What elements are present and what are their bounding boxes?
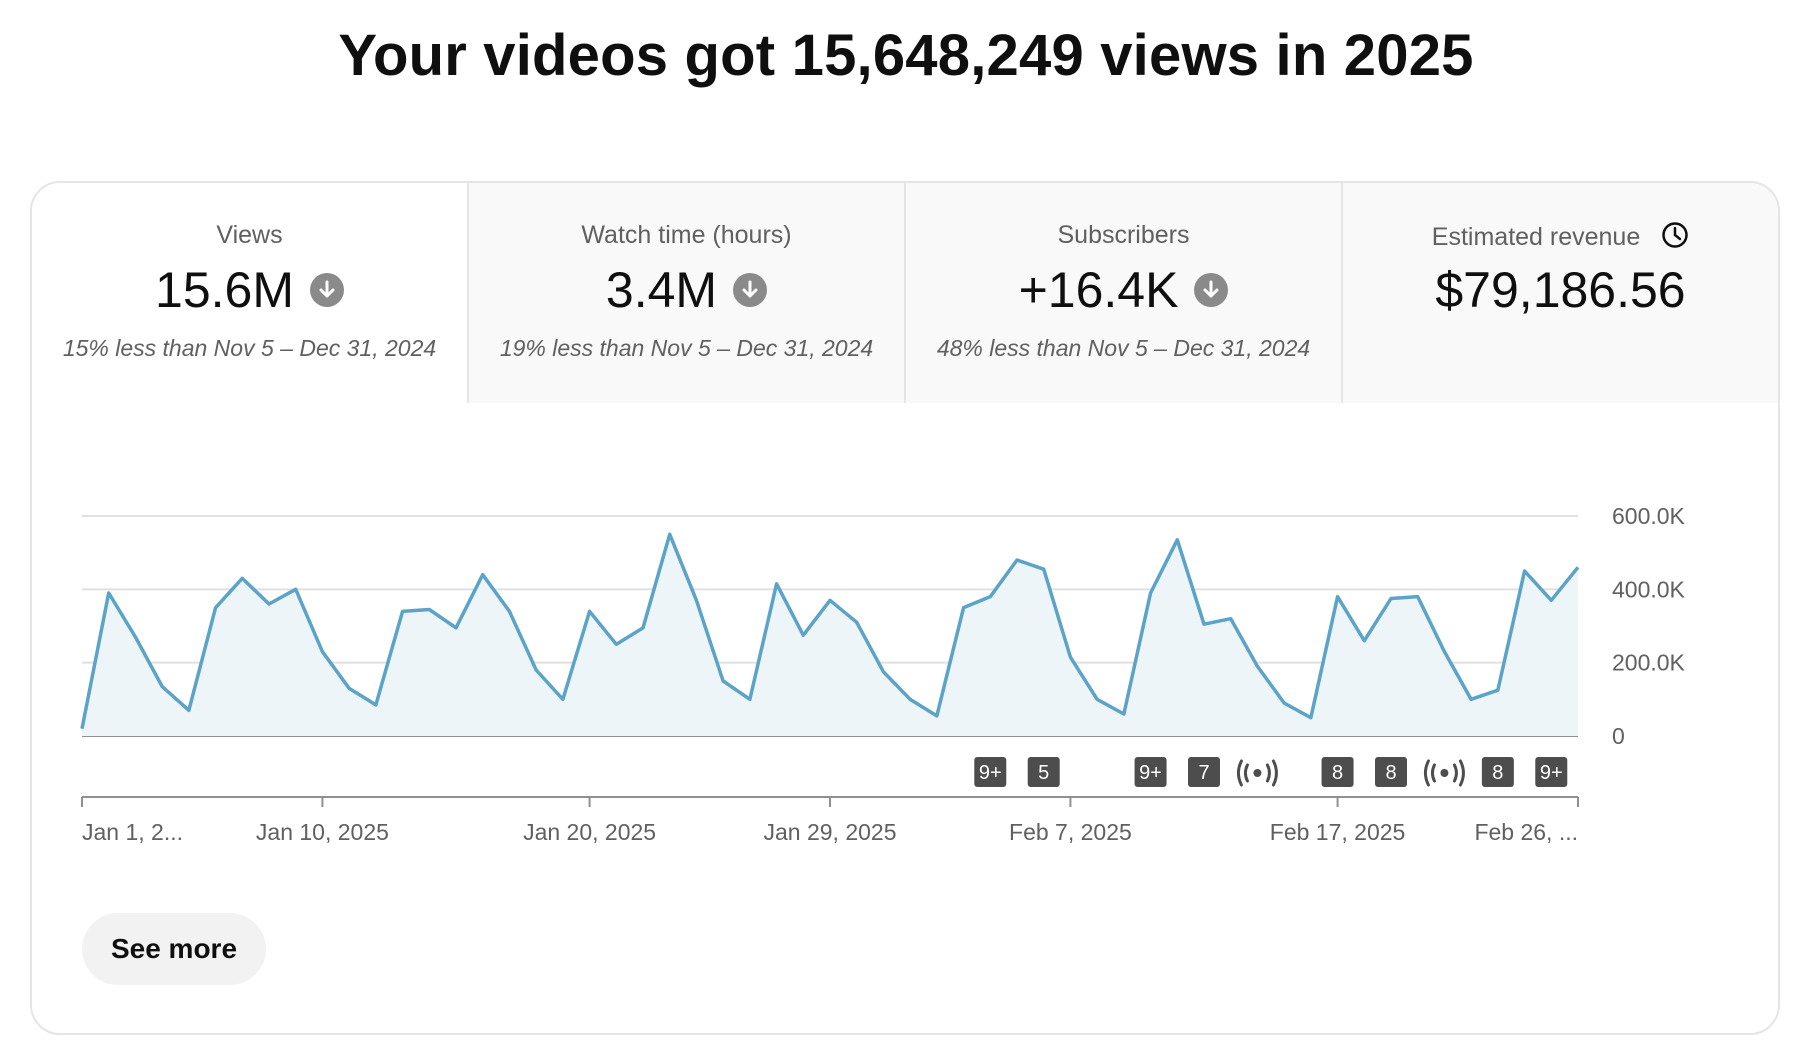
metric-value: +16.4K: [1018, 262, 1179, 318]
upload-count-label: 8: [1332, 762, 1343, 784]
views-series-line: [80, 532, 1580, 730]
upload-count-label: 9+: [1540, 762, 1563, 784]
upload-count-badge: [1375, 757, 1407, 787]
upload-count-label: 5: [1038, 762, 1049, 784]
upload-count-badge: [1188, 757, 1220, 787]
upload-count-label: 7: [1198, 762, 1209, 784]
metric-comparison: 48% less than Nov 5 – Dec 31, 2024: [936, 335, 1311, 361]
metric-label: Subscribers: [1057, 221, 1190, 249]
x-tick-label: Feb 7, 2025: [1009, 819, 1132, 843]
trend-down-icon: [733, 273, 768, 307]
x-tick-label: Jan 10, 2025: [256, 819, 389, 843]
metric-comparison: 19% less than Nov 5 – Dec 31, 2024: [499, 335, 874, 361]
upload-count-badge: [1321, 757, 1354, 787]
live-broadcast-icon: [1236, 759, 1278, 787]
upload-count-badge: [1134, 757, 1167, 787]
y-tick-label: 0: [1612, 723, 1625, 749]
upload-count-label: 8: [1385, 762, 1396, 784]
upload-count-badge: [974, 757, 1007, 787]
metric-value: 15.6M: [155, 262, 294, 318]
y-tick-label: 400.0K: [1612, 576, 1686, 602]
views-chart: 0 200.0K 400.0K 600.0K 9+ 5 9+ 7 8 8 8 9+ Jan 1, 2..…: [80, 503, 1686, 843]
x-tick-label: Feb 17, 2025: [1270, 819, 1406, 843]
trend-down-icon: [309, 273, 344, 307]
upload-count-badge: [1027, 757, 1060, 787]
upload-count-label: 8: [1492, 762, 1503, 784]
metric-tabs: Views 15.6M 15% less than Nov 5 – Dec 31…: [32, 183, 1778, 403]
y-tick-label: 600.0K: [1612, 503, 1686, 529]
page-headline: Your videos got 15,648,249 views in 2025: [338, 23, 1474, 88]
metric-label: Views: [216, 221, 283, 249]
metric-value: $79,186.56: [1435, 262, 1686, 318]
x-tick-label: Jan 29, 2025: [763, 819, 896, 843]
y-tick-label: 200.0K: [1612, 650, 1686, 676]
metric-tab-estimated-revenue[interactable]: Estimated revenue $79,186.56: [1341, 183, 1778, 403]
x-tick-label: Jan 1, 2...: [82, 819, 183, 843]
metric-label: Estimated revenue: [1431, 223, 1641, 252]
metric-tab-subscribers[interactable]: Subscribers +16.4K 48% less than Nov 5 –…: [904, 183, 1341, 403]
x-tick-label: Feb 26, ...: [1474, 819, 1578, 843]
metric-tab-watch-time[interactable]: Watch time (hours) 3.4M 19% less than No…: [467, 183, 904, 403]
analytics-card: Views 15.6M 15% less than Nov 5 – Dec 31…: [30, 181, 1780, 1035]
upload-count-label: 9+: [979, 762, 1002, 784]
metric-value: 3.4M: [605, 262, 718, 318]
upload-count-label: 9+: [1139, 762, 1162, 784]
upload-count-badge: [1535, 757, 1568, 787]
x-tick-label: Jan 20, 2025: [523, 819, 656, 843]
trend-down-icon: [1194, 273, 1229, 307]
metric-tab-views[interactable]: Views 15.6M 15% less than Nov 5 – Dec 31…: [32, 183, 467, 403]
views-area-fill: [82, 534, 1578, 736]
upload-count-badge: [1481, 757, 1514, 787]
metric-label: Watch time (hours): [581, 221, 792, 249]
see-more-button[interactable]: See more: [82, 913, 266, 985]
clock-icon: [1661, 221, 1689, 256]
live-broadcast-icon: [1423, 759, 1465, 787]
metric-comparison: 15% less than Nov 5 – Dec 31, 2024: [62, 335, 437, 361]
